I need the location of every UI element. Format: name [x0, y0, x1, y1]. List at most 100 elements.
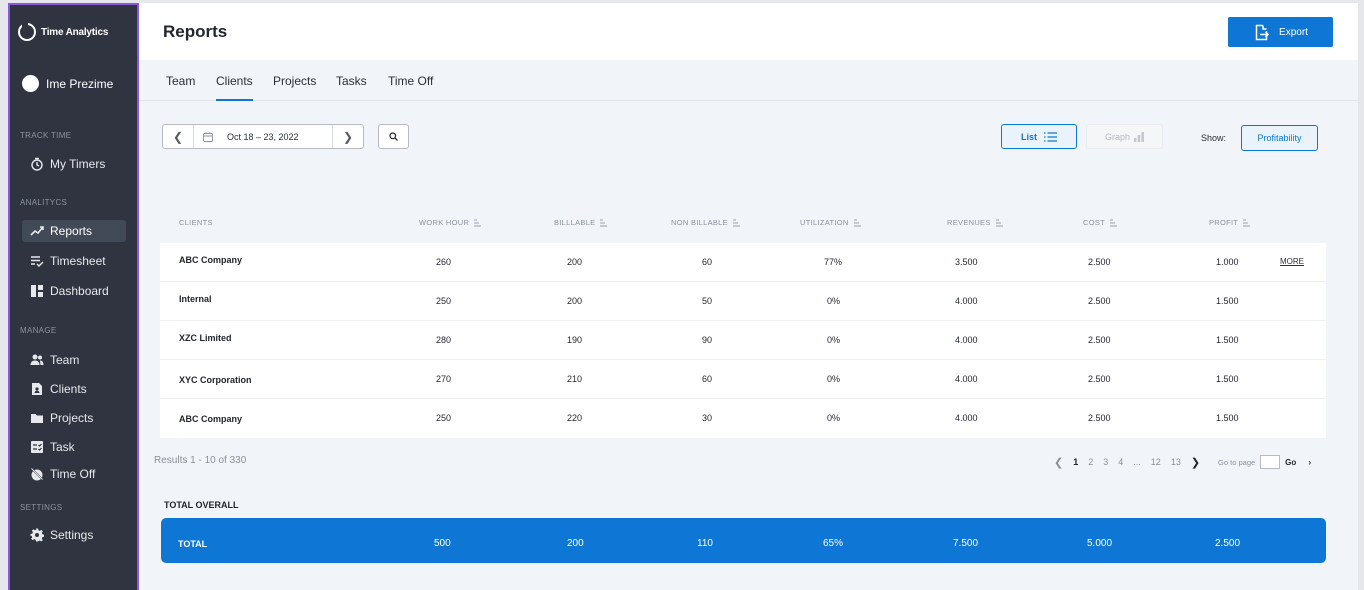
page-link[interactable]: 1 [1073, 457, 1079, 467]
revenues-cell: 3.500 [955, 257, 978, 267]
table-row[interactable]: ABC Company 260 200 60 77% 3.500 2.500 1… [160, 243, 1326, 282]
trend-line-icon [30, 224, 44, 238]
sidebar-item-label: My Timers [50, 157, 106, 171]
column-header-cost[interactable]: COST [1083, 218, 1118, 227]
sidebar-item-label: Team [50, 353, 80, 367]
tab-clients[interactable]: Clients [216, 74, 253, 101]
column-header-work-hour[interactable]: WORK HOUR [419, 218, 482, 227]
sidebar-item-settings[interactable]: Settings [22, 524, 126, 546]
chevron-right-icon[interactable]: ❯ [1190, 456, 1201, 469]
tab-time-off[interactable]: Time Off [388, 74, 434, 88]
graph-view-label: Graph [1104, 131, 1130, 142]
date-range-text: Oct 18 – 23, 2022 [227, 131, 299, 142]
chevron-left-icon[interactable]: ❮ [172, 129, 184, 144]
non-billable-cell: 90 [702, 335, 713, 345]
sidebar-item-label: Reports [50, 224, 93, 238]
team-icon [30, 353, 44, 367]
profit-cell: 1.500 [1216, 335, 1239, 345]
chevron-right-icon[interactable]: ❯ [342, 129, 354, 144]
profit-cell: 1.500 [1216, 374, 1239, 384]
export-icon [1253, 24, 1270, 41]
cost-cell: 2.500 [1088, 296, 1111, 306]
table-row[interactable]: Internal 250 200 50 0% 4.000 2.500 1.500 [160, 282, 1326, 321]
task-icon [30, 440, 44, 454]
utilization-cell: 0% [827, 413, 841, 423]
client-name: ABC Company [179, 255, 243, 265]
billable-cell: 220 [567, 413, 583, 423]
sort-icon [474, 219, 482, 226]
page-link[interactable]: 3 [1103, 457, 1109, 467]
sidebar-item-time-off[interactable]: Time Off [22, 463, 126, 485]
sidebar-item-label: Time Off [50, 467, 96, 481]
sidebar-item-reports[interactable]: Reports [22, 220, 126, 242]
page-ellipsis: ... [1133, 457, 1141, 467]
column-header-utilization[interactable]: UTILIZATION [800, 218, 861, 227]
search-button[interactable] [378, 124, 409, 149]
profit-cell: 1.500 [1216, 413, 1239, 423]
table-row[interactable]: XZC Limited 280 190 90 0% 4.000 2.500 1.… [160, 321, 1326, 360]
list-view-button[interactable]: List [1001, 124, 1077, 149]
work-hour-cell: 280 [436, 335, 452, 345]
total-work-hour: 500 [434, 538, 451, 549]
column-header-non-billable[interactable]: NON BILLABLE [671, 218, 740, 227]
user-name: Ime Prezime [46, 76, 114, 91]
client-name: XZC Limited [179, 333, 232, 343]
tab-tasks[interactable]: Tasks [336, 74, 367, 88]
sidebar-item-clients[interactable]: Clients [22, 378, 126, 400]
go-to-page-input[interactable] [1260, 455, 1281, 469]
divider [193, 125, 194, 148]
stopwatch-icon [30, 157, 44, 171]
list-view-label: List [1020, 131, 1037, 142]
sidebar-item-dashboard[interactable]: Dashboard [22, 280, 126, 302]
sidebar-item-task[interactable]: Task [22, 436, 126, 458]
more-link[interactable]: MORE [1280, 257, 1304, 266]
page-link[interactable]: 4 [1118, 457, 1124, 467]
total-non-billable: 110 [697, 538, 713, 549]
tab-team[interactable]: Team [166, 74, 196, 88]
tab-projects[interactable]: Projects [273, 74, 317, 88]
page-link[interactable]: 2 [1088, 457, 1094, 467]
utilization-cell: 77% [824, 257, 843, 267]
page-title: Reports [163, 22, 228, 41]
gear-icon [30, 528, 44, 542]
column-header-revenues[interactable]: REVENUES [947, 218, 1003, 227]
bar-chart-icon [1134, 131, 1144, 142]
sidebar-item-timesheet[interactable]: Timesheet [22, 250, 126, 272]
graph-view-button[interactable]: Graph [1086, 124, 1163, 149]
page-link[interactable]: 13 [1170, 457, 1181, 467]
show-label: Show: [1201, 133, 1227, 143]
table-row[interactable]: ABC Company 250 220 30 0% 4.000 2.500 1.… [160, 399, 1326, 438]
export-button[interactable]: Export [1228, 17, 1333, 47]
sidebar-item-projects[interactable]: Projects [22, 407, 126, 429]
column-header-profit[interactable]: PROFIT [1209, 218, 1251, 227]
sidebar-item-my-timers[interactable]: My Timers [22, 153, 126, 175]
sidebar-item-team[interactable]: Team [22, 349, 126, 371]
app-logo[interactable]: Time Analytics [18, 22, 108, 41]
client-name: ABC Company [179, 414, 243, 424]
work-hour-cell: 270 [436, 374, 452, 384]
page-link[interactable]: 12 [1150, 457, 1161, 467]
app-logo-icon [18, 22, 36, 41]
cost-cell: 2.500 [1088, 335, 1111, 345]
table-row[interactable]: XYC Corporation 270 210 60 0% 4.000 2.50… [160, 360, 1326, 399]
revenues-cell: 4.000 [955, 296, 978, 306]
revenues-cell: 4.000 [955, 374, 978, 384]
show-select[interactable]: Profitability [1241, 125, 1318, 151]
work-hour-cell: 250 [436, 296, 452, 306]
sort-icon [853, 219, 861, 226]
user-profile[interactable]: Ime Prezime [22, 75, 113, 92]
section-label-manage: MANAGE [20, 326, 57, 335]
section-label-analytics: ANALITYCS [20, 198, 68, 207]
revenues-cell: 4.000 [955, 413, 978, 423]
go-button[interactable]: Go › [1285, 457, 1312, 467]
section-label-settings: SETTINGS [20, 503, 63, 512]
column-header-clients: CLIENTS [179, 218, 213, 227]
sort-icon [600, 219, 608, 226]
chevron-left-icon[interactable]: ❮ [1054, 456, 1064, 469]
total-row: TOTAL 500 200 110 65% 7.500 5.000 2.500 [161, 518, 1326, 563]
total-label: TOTAL [178, 539, 208, 549]
date-range-field[interactable]: Oct 18 – 23, 2022 [194, 132, 332, 142]
column-header-billable[interactable]: BILLLABLE [554, 218, 608, 227]
client-name: XYC Corporation [179, 375, 252, 385]
work-hour-cell: 250 [436, 413, 452, 423]
